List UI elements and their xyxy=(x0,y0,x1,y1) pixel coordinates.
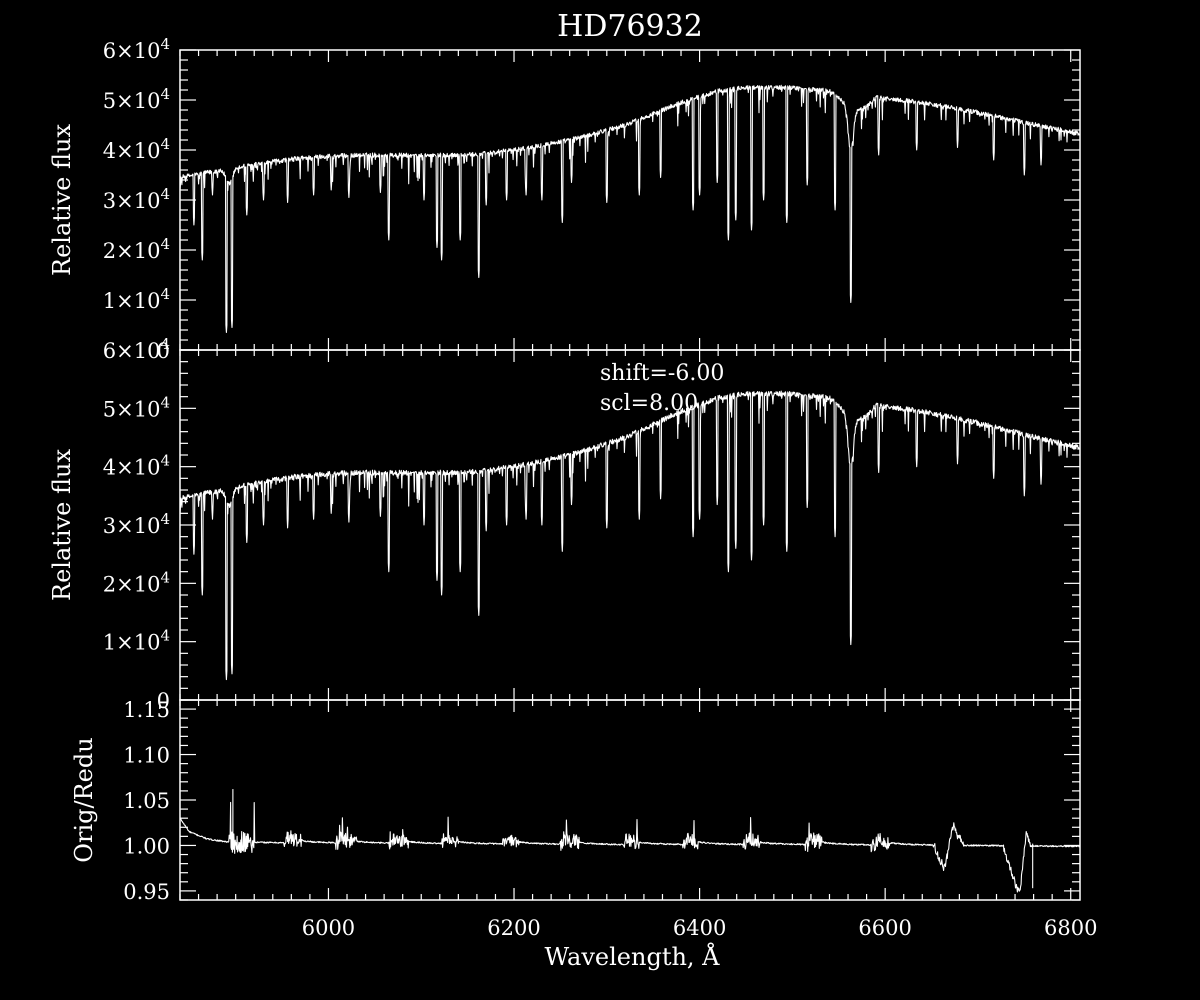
x-tick-label: 6200 xyxy=(487,916,540,940)
x-tick-label: 6400 xyxy=(673,916,726,940)
chart-title: HD76932 xyxy=(557,9,703,44)
panel-bottom: 0.95 1.00 1.05 1.10 1.15 Orig/Redu xyxy=(70,698,1081,904)
y-tick-label: 1.05 xyxy=(123,789,170,813)
y-tick-label: 1×104 xyxy=(103,627,170,655)
y-tick-label: 1.00 xyxy=(123,834,170,858)
panel-bottom-ticks: 0.95 1.00 1.05 1.10 1.15 xyxy=(123,698,1080,904)
panel-top: 0 1×104 2×104 3×104 4×104 5×104 6×104 Relative… xyxy=(48,35,1081,363)
panel-top-ticks: 0 1×104 2×104 3×104 4×104 5×104 6×104 xyxy=(103,35,1080,363)
flux-spectrum-top xyxy=(179,84,1081,334)
y-tick-label: 6×104 xyxy=(103,335,170,363)
y-tick-label: 2×104 xyxy=(103,235,170,263)
panel-middle: 0 1×104 2×104 3×104 4×104 5×104 6×104 Relative… xyxy=(48,335,1081,713)
x-tick-label: 6800 xyxy=(1044,916,1097,940)
y-tick-label: 3×104 xyxy=(103,510,170,538)
panel-bottom-frame xyxy=(179,699,1081,901)
x-axis-label: Wavelength, Å xyxy=(544,942,720,971)
y-tick-label: 1×104 xyxy=(103,285,170,313)
y-tick-label: 5×104 xyxy=(103,85,170,113)
y-tick-label: 4×104 xyxy=(103,452,170,480)
y-tick-label: 1.10 xyxy=(123,744,170,768)
flux-spectrum-middle xyxy=(179,390,1081,681)
panel-middle-ticks: 0 1×104 2×104 3×104 4×104 5×104 6×104 xyxy=(103,335,1080,713)
panel-top-frame xyxy=(179,49,1081,351)
y-axis-label-middle: Relative flux xyxy=(48,449,76,601)
y-axis-label-top: Relative flux xyxy=(48,124,76,276)
x-tick-label: 6000 xyxy=(302,916,355,940)
x-tick-labels: 6000 6200 6400 6600 6800 xyxy=(302,916,1098,940)
y-tick-label: 0 xyxy=(157,689,170,713)
annotation-scale: scl=8.00 xyxy=(600,391,698,416)
y-axis-label-bottom: Orig/Redu xyxy=(70,737,98,862)
ratio-line xyxy=(179,801,1081,893)
y-tick-label: 2×104 xyxy=(103,568,170,596)
ratio-curve xyxy=(179,789,1081,893)
flux-curve xyxy=(179,84,1081,334)
y-tick-label: 4×104 xyxy=(103,135,170,163)
y-tick-label: 1.15 xyxy=(123,698,170,722)
y-tick-label: 0 xyxy=(157,339,170,363)
annotation-shift: shift=-6.00 xyxy=(600,361,724,386)
y-tick-label: 6×104 xyxy=(103,35,170,63)
flux-curve xyxy=(179,390,1081,681)
x-tick-label: 6600 xyxy=(858,916,911,940)
y-tick-label: 5×104 xyxy=(103,393,170,421)
y-tick-label: 3×104 xyxy=(103,185,170,213)
y-tick-label: 0.95 xyxy=(123,880,170,904)
